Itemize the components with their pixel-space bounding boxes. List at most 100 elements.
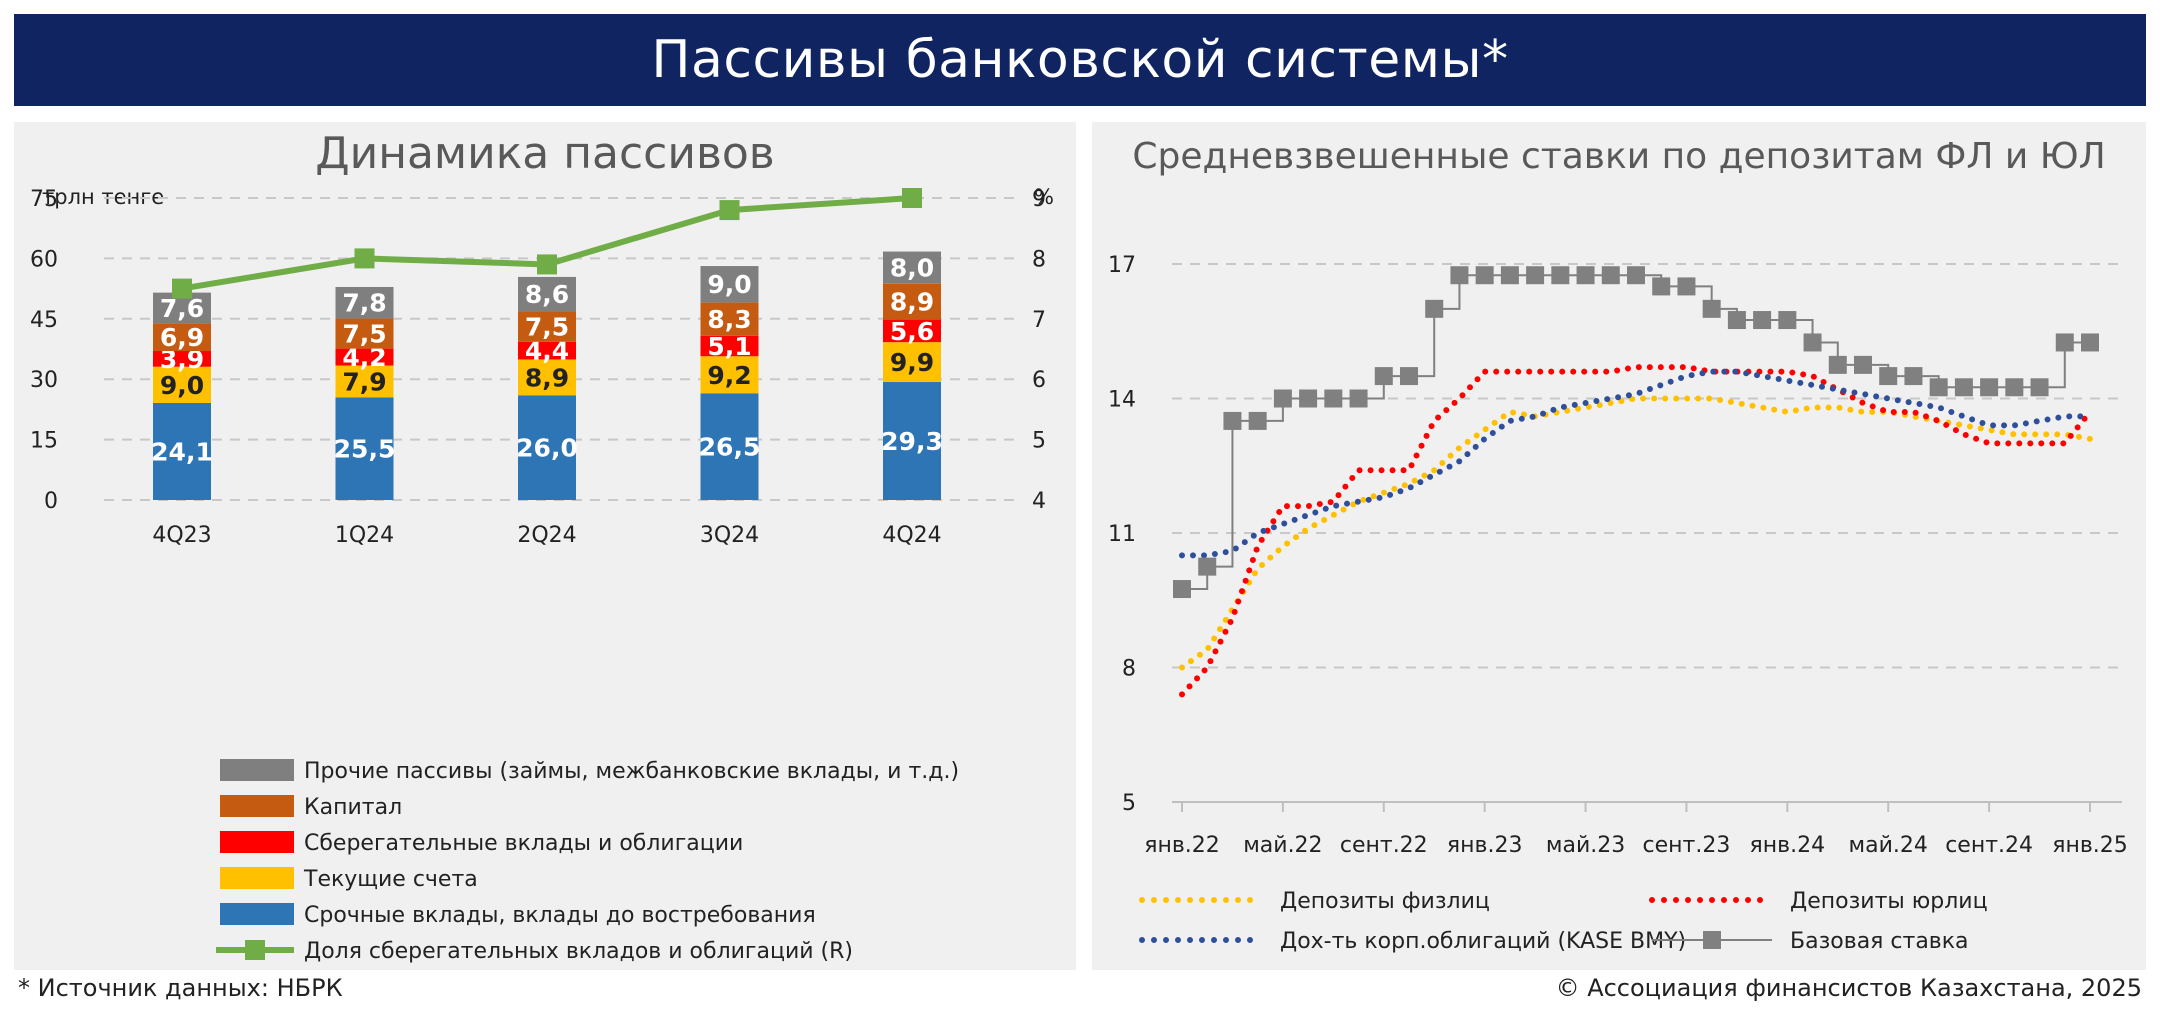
legend-entry: Базовая ставка (1790, 929, 1969, 954)
legend-entry: Сберегательные вклады и облигации (304, 831, 743, 856)
share-line-point (902, 188, 922, 208)
bar-segment (518, 311, 576, 342)
copyright-note: © Ассоциация финансистов Казахстана, 202… (1555, 974, 2142, 1002)
series-line (1179, 364, 2093, 698)
data-label: 7,6 (160, 294, 204, 323)
share-line-point (172, 278, 192, 299)
series-point (1576, 266, 1595, 285)
x-tick-label: янв.23 (1447, 833, 1523, 858)
series-point (1349, 389, 1368, 408)
bar-segment (700, 335, 759, 357)
series-point (1677, 277, 1696, 296)
y-tick-label: 60 (30, 247, 58, 272)
series-point (1248, 411, 1267, 430)
series-point (1954, 378, 1973, 397)
share-line (181, 195, 913, 292)
liabilities-chart-panel: Динамика пассивов трлн тенге% 0 15 30 45 60 75 4… (14, 122, 1076, 970)
series-point (1299, 389, 1318, 408)
y2-tick-label: 8 (1032, 247, 1046, 272)
series-point (1526, 266, 1545, 285)
bar-segment (335, 365, 394, 398)
data-label: 25,5 (334, 435, 396, 464)
legend-entry: Депозиты юрлиц (1790, 889, 1988, 914)
legend-line-marker (245, 940, 265, 960)
y-tick-label: 0 (44, 489, 58, 514)
legend-swatch (220, 795, 294, 817)
y2-tick-label: 7 (1032, 308, 1046, 333)
series-point (1828, 355, 1847, 374)
data-label: 24,1 (151, 437, 213, 466)
data-label: 8,6 (525, 280, 569, 309)
data-label: 26,0 (516, 434, 578, 463)
y2-tick-label: 9 (1032, 187, 1046, 212)
data-label: 8,9 (525, 363, 569, 392)
series-point (1803, 333, 1822, 352)
data-label: 5,6 (890, 317, 934, 346)
data-label: 7,8 (342, 289, 386, 318)
y-tick-label: 14 (1108, 388, 1136, 413)
series-point (1374, 367, 1393, 386)
data-label: 9,2 (707, 361, 751, 390)
legend-entry: Дох-ть корп.облигаций (KASE BMY) (1280, 929, 1686, 954)
bar-segment (700, 302, 759, 336)
series-point (1198, 557, 1217, 576)
data-label: 8,9 (890, 288, 934, 317)
legend-entry: Срочные вклады, вклады до востребования (304, 903, 816, 928)
x-tick-label: сент.24 (1945, 833, 2033, 858)
rates-chart-panel: Средневзвешенные ставки по депозитам ФЛ … (1092, 122, 2146, 970)
y-tick-label: 75 (30, 187, 58, 212)
series-point (2055, 333, 2074, 352)
series-point (1854, 355, 1872, 374)
y-tick-label: 30 (30, 368, 58, 393)
bar-segment (700, 356, 759, 394)
x-tick-label: 4Q23 (152, 523, 211, 548)
share-line-point (354, 248, 375, 269)
bar-segment (700, 393, 759, 500)
legend-swatch (220, 759, 294, 781)
bar-segment (153, 323, 211, 352)
bar-segment (153, 351, 211, 367)
legend-swatch (220, 867, 294, 889)
bar-segment (518, 341, 576, 360)
series-point (1929, 378, 1948, 397)
x-tick-label: янв.25 (2052, 833, 2128, 858)
bar-segment (335, 397, 394, 500)
data-label: 29,3 (881, 427, 943, 456)
x-tick-label: 2Q24 (517, 523, 576, 548)
series-point (1627, 266, 1645, 285)
page-title: Пассивы банковской системы* (14, 14, 2146, 106)
series-point (1173, 580, 1191, 599)
series-point (1223, 411, 1242, 430)
legend-swatch (220, 903, 294, 925)
x-tick-label: сент.23 (1643, 833, 1731, 858)
bar-segment (700, 266, 759, 303)
series-point (1551, 266, 1570, 285)
data-label: 8,0 (890, 254, 934, 283)
bar-segment (883, 382, 941, 500)
series-point (1500, 266, 1519, 285)
series-point (1450, 266, 1469, 285)
x-tick-label: май.23 (1546, 833, 1625, 858)
x-tick-label: май.22 (1243, 833, 1322, 858)
bar-segment (335, 348, 394, 366)
series-point (1702, 299, 1721, 318)
chart-title: Динамика пассивов (315, 128, 775, 179)
x-tick-label: май.24 (1849, 833, 1928, 858)
series-point (1273, 389, 1292, 408)
legend-entry: Доля сберегательных вкладов и облигаций … (304, 939, 853, 964)
legend-entry: Капитал (304, 795, 402, 820)
x-tick-label: 3Q24 (700, 523, 759, 548)
bar-segment (335, 286, 394, 319)
bar-segment (883, 283, 941, 320)
data-label: 8,3 (707, 305, 751, 334)
x-tick-label: сент.22 (1340, 833, 1428, 858)
x-tick-label: 1Q24 (335, 523, 394, 548)
x-tick-label: 4Q24 (882, 523, 941, 548)
legend-swatch (220, 831, 294, 853)
bar-segment (883, 319, 941, 343)
series-point (1475, 266, 1494, 285)
share-line-point (719, 200, 740, 221)
y2-axis-label: % (1034, 185, 1054, 209)
share-line-point (537, 254, 557, 275)
